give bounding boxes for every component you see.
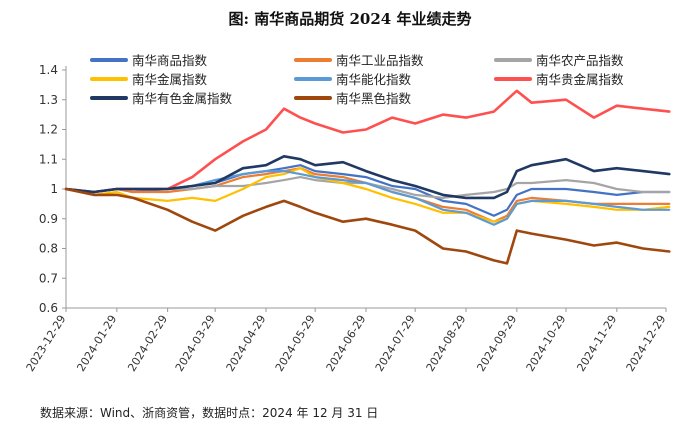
x-tick-label: 2023-12-29 xyxy=(24,313,69,374)
x-tick-label: 2024-08-29 xyxy=(424,313,469,374)
legend-label: 南华金属指数 xyxy=(132,72,208,87)
x-tick-label: 2024-09-29 xyxy=(474,313,519,374)
y-tick-label: 0.8 xyxy=(39,242,58,256)
x-tick-label: 2024-04-29 xyxy=(224,313,269,374)
x-tick-label: 2024-05-29 xyxy=(273,313,318,374)
series-line xyxy=(64,89,671,194)
legend-label: 南华能化指数 xyxy=(336,72,412,87)
y-tick-label: 0.6 xyxy=(39,301,58,315)
legend-label: 南华工业品指数 xyxy=(336,53,424,68)
x-tick-label: 2024-03-29 xyxy=(173,313,218,374)
x-tick-label: 2024-02-29 xyxy=(125,313,170,374)
x-tick-label: 2024-06-29 xyxy=(324,313,369,374)
series-line xyxy=(64,187,671,265)
y-tick-label: 1.2 xyxy=(39,123,58,137)
x-tick-label: 2024-11-29 xyxy=(574,313,619,374)
y-tick-label: 1.1 xyxy=(39,152,58,166)
y-tick-label: 0.9 xyxy=(39,212,58,226)
data-source-note: 数据来源：Wind、浙商资管，数据时点：2024 年 12 月 31 日 xyxy=(40,406,379,420)
x-tick-label: 2024-10-29 xyxy=(524,313,569,374)
x-tick-label: 2024-12-29 xyxy=(624,313,669,374)
legend-label: 南华商品指数 xyxy=(132,53,208,68)
series-line xyxy=(64,167,671,223)
series-line xyxy=(64,170,671,226)
series-line xyxy=(64,167,671,223)
y-tick-label: 1 xyxy=(50,182,58,196)
legend-label: 南华农产品指数 xyxy=(536,53,624,68)
legend-label: 南华贵金属指数 xyxy=(536,72,624,87)
chart-title: 图: 南华商品期货 2024 年业绩走势 xyxy=(228,10,472,28)
series-line xyxy=(64,176,671,199)
legend-label: 南华黑色指数 xyxy=(336,91,412,106)
x-tick-label: 2024-01-29 xyxy=(74,313,119,374)
series-line xyxy=(64,155,671,200)
y-tick-label: 0.7 xyxy=(39,271,58,285)
x-tick-label: 2024-07-29 xyxy=(373,313,418,374)
legend-label: 南华有色金属指数 xyxy=(132,91,233,106)
y-tick-label: 1.3 xyxy=(39,93,58,107)
y-tick-label: 1.4 xyxy=(39,63,58,77)
